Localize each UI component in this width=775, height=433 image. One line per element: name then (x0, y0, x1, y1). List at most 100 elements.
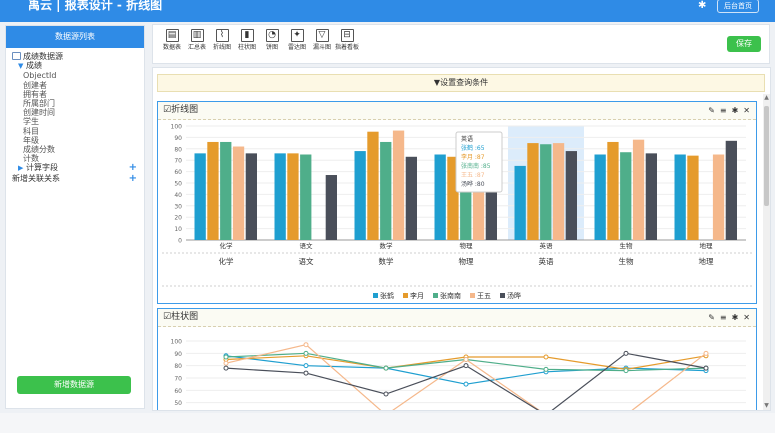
tree-item[interactable]: 新增关联关系 + (10, 172, 140, 184)
tool-label: 数据表 (162, 44, 181, 51)
tree-item-label: 创建时间 (23, 108, 55, 118)
tool-button[interactable]: ⌇ 折线图 (209, 28, 235, 60)
tree-item[interactable]: 学生 (10, 117, 140, 126)
tree-item[interactable]: 拥有者 (10, 90, 140, 99)
add-icon[interactable]: + (128, 162, 137, 174)
tool-button[interactable]: ⊟ 指着看板 (334, 28, 360, 60)
legend-label: 李月 (410, 291, 424, 300)
tool-button[interactable]: ◔ 饼图 (259, 28, 285, 60)
data-point (463, 357, 469, 362)
chart-type-icon: ⌇ (215, 29, 229, 42)
back-home-button[interactable]: 后台首页 (717, 0, 759, 13)
data-point (303, 363, 309, 369)
x-tick-label: 英语 (540, 241, 554, 250)
category-label: 语文 (299, 256, 314, 266)
bar (405, 156, 417, 240)
legend-label: 张南南 (440, 291, 461, 300)
tree-item[interactable]: 成绩数据源 (10, 52, 140, 61)
tree-item-label: 成绩数据源 (23, 52, 63, 61)
bar (287, 153, 299, 240)
data-point (383, 365, 389, 371)
tree-item[interactable]: ▶ 计算字段 + (10, 163, 140, 173)
category-label: 生物 (619, 256, 634, 266)
chart-type-icon: ⊟ (340, 29, 354, 42)
data-point (223, 365, 229, 371)
bar (367, 131, 379, 240)
bar (594, 154, 606, 240)
tree-item-label: ObjectId (23, 71, 57, 81)
bar (274, 153, 286, 240)
tool-button[interactable]: ▥ 汇总表 (184, 28, 210, 60)
data-point (703, 350, 709, 356)
data-point (383, 391, 389, 397)
vertical-scrollbar[interactable]: ▲ ▼ (763, 94, 770, 410)
data-point (303, 370, 309, 376)
bar (632, 139, 645, 240)
tree-item[interactable]: ObjectId (10, 71, 140, 80)
scroll-down-icon[interactable]: ▼ (764, 402, 769, 409)
scrollbar-thumb[interactable] (764, 106, 769, 206)
save-button[interactable]: 保存 (727, 36, 761, 52)
tree-item[interactable]: 所属部门 (10, 99, 140, 108)
gear-icon[interactable]: ✱ (698, 0, 707, 11)
close-icon[interactable]: ✕ (743, 106, 750, 115)
tree-item[interactable]: 成绩分数 (10, 145, 140, 154)
tool-button[interactable]: ▮ 柱状图 (234, 28, 260, 60)
caret-right-icon[interactable]: ▶ (18, 164, 24, 173)
y-tick-label: 80 (174, 363, 182, 370)
bar-chart: 0102030405060708090100化学化学语文语文数学数学物理物理英语… (162, 124, 752, 300)
tooltip-title: 英语 (461, 135, 473, 143)
tree-item-label: 拥有者 (23, 89, 47, 99)
data-point (623, 350, 629, 356)
report-canvas: ▼设置查询条件 ☑折线图 ✎ ≡ ✱ ✕ 0 10 20 30 40 50 60 70 80 90 100… (152, 67, 771, 411)
tree-item[interactable]: 年级 (10, 136, 140, 145)
tool-label: 指着看板 (334, 44, 359, 51)
y-tick-label: 70 (174, 158, 182, 165)
chart-toolbar: ▤ 数据表 ▥ 汇总表 ⌇ 折线图 ▮ 柱状图 ◔ 饼图 ✦ 雷达图 ▽ 漏斗图 ⊟ 指着看板 保存 (152, 24, 770, 64)
tool-label: 折线图 (212, 44, 231, 51)
caret-down-icon[interactable]: ▼ (18, 62, 24, 71)
category-label: 地理 (699, 256, 714, 266)
bar-chart-panel[interactable]: ☑折线图 ✎ ≡ ✱ ✕ 0 10 20 30 40 50 60 70 80 90 100 化学 化学 语文 语文… (157, 101, 757, 304)
panel-header: ☑折线图 ✎ ≡ ✱ ✕ (158, 102, 756, 120)
bar (232, 146, 245, 240)
tree-item[interactable]: ▼ 成绩 (10, 61, 140, 71)
data-point (463, 363, 469, 369)
data-point (623, 368, 629, 374)
query-condition-bar[interactable]: ▼设置查询条件 (157, 74, 765, 92)
panel-header: ☑柱状图 ✎ ≡ ✱ ✕ (158, 309, 756, 327)
chart-type-icon: ▽ (315, 29, 329, 42)
bar (434, 154, 446, 240)
tool-button[interactable]: ▤ 数据表 (159, 28, 185, 60)
tree-item[interactable]: 创建者 (10, 81, 140, 90)
bar (552, 143, 565, 240)
page-title: 禹云 | 报表设计 - 折线图 (28, 0, 163, 12)
y-tick-label: 90 (174, 135, 182, 142)
add-icon[interactable]: + (128, 172, 137, 184)
close-icon[interactable]: ✕ (743, 313, 750, 322)
edit-icon[interactable]: ✎ (708, 313, 715, 322)
tree-item[interactable]: 科目 (10, 127, 140, 136)
settings-icon[interactable]: ✱ (731, 313, 739, 322)
tree-item[interactable]: 创建时间 (10, 108, 140, 117)
settings-icon[interactable]: ✱ (731, 106, 739, 115)
tool-label: 漏斗图 (312, 44, 331, 51)
menu-icon[interactable]: ≡ (719, 106, 727, 115)
menu-icon[interactable]: ≡ (719, 313, 727, 322)
tool-button[interactable]: ▽ 漏斗图 (309, 28, 335, 60)
tree-item-label: 学生 (23, 117, 39, 127)
tooltip-line: 汤晔 :80 (461, 180, 485, 188)
database-icon (12, 52, 21, 60)
y-tick-label: 80 (174, 146, 182, 153)
bar (380, 141, 392, 240)
tool-button[interactable]: ✦ 雷达图 (284, 28, 310, 60)
bar (392, 130, 405, 240)
y-tick-label: 90 (174, 351, 182, 358)
new-datasource-button[interactable]: 新增数据源 (17, 376, 131, 394)
tree-item[interactable]: 计数 (10, 154, 140, 163)
scroll-up-icon[interactable]: ▲ (764, 94, 769, 101)
edit-icon[interactable]: ✎ (708, 106, 715, 115)
bar (645, 153, 657, 240)
